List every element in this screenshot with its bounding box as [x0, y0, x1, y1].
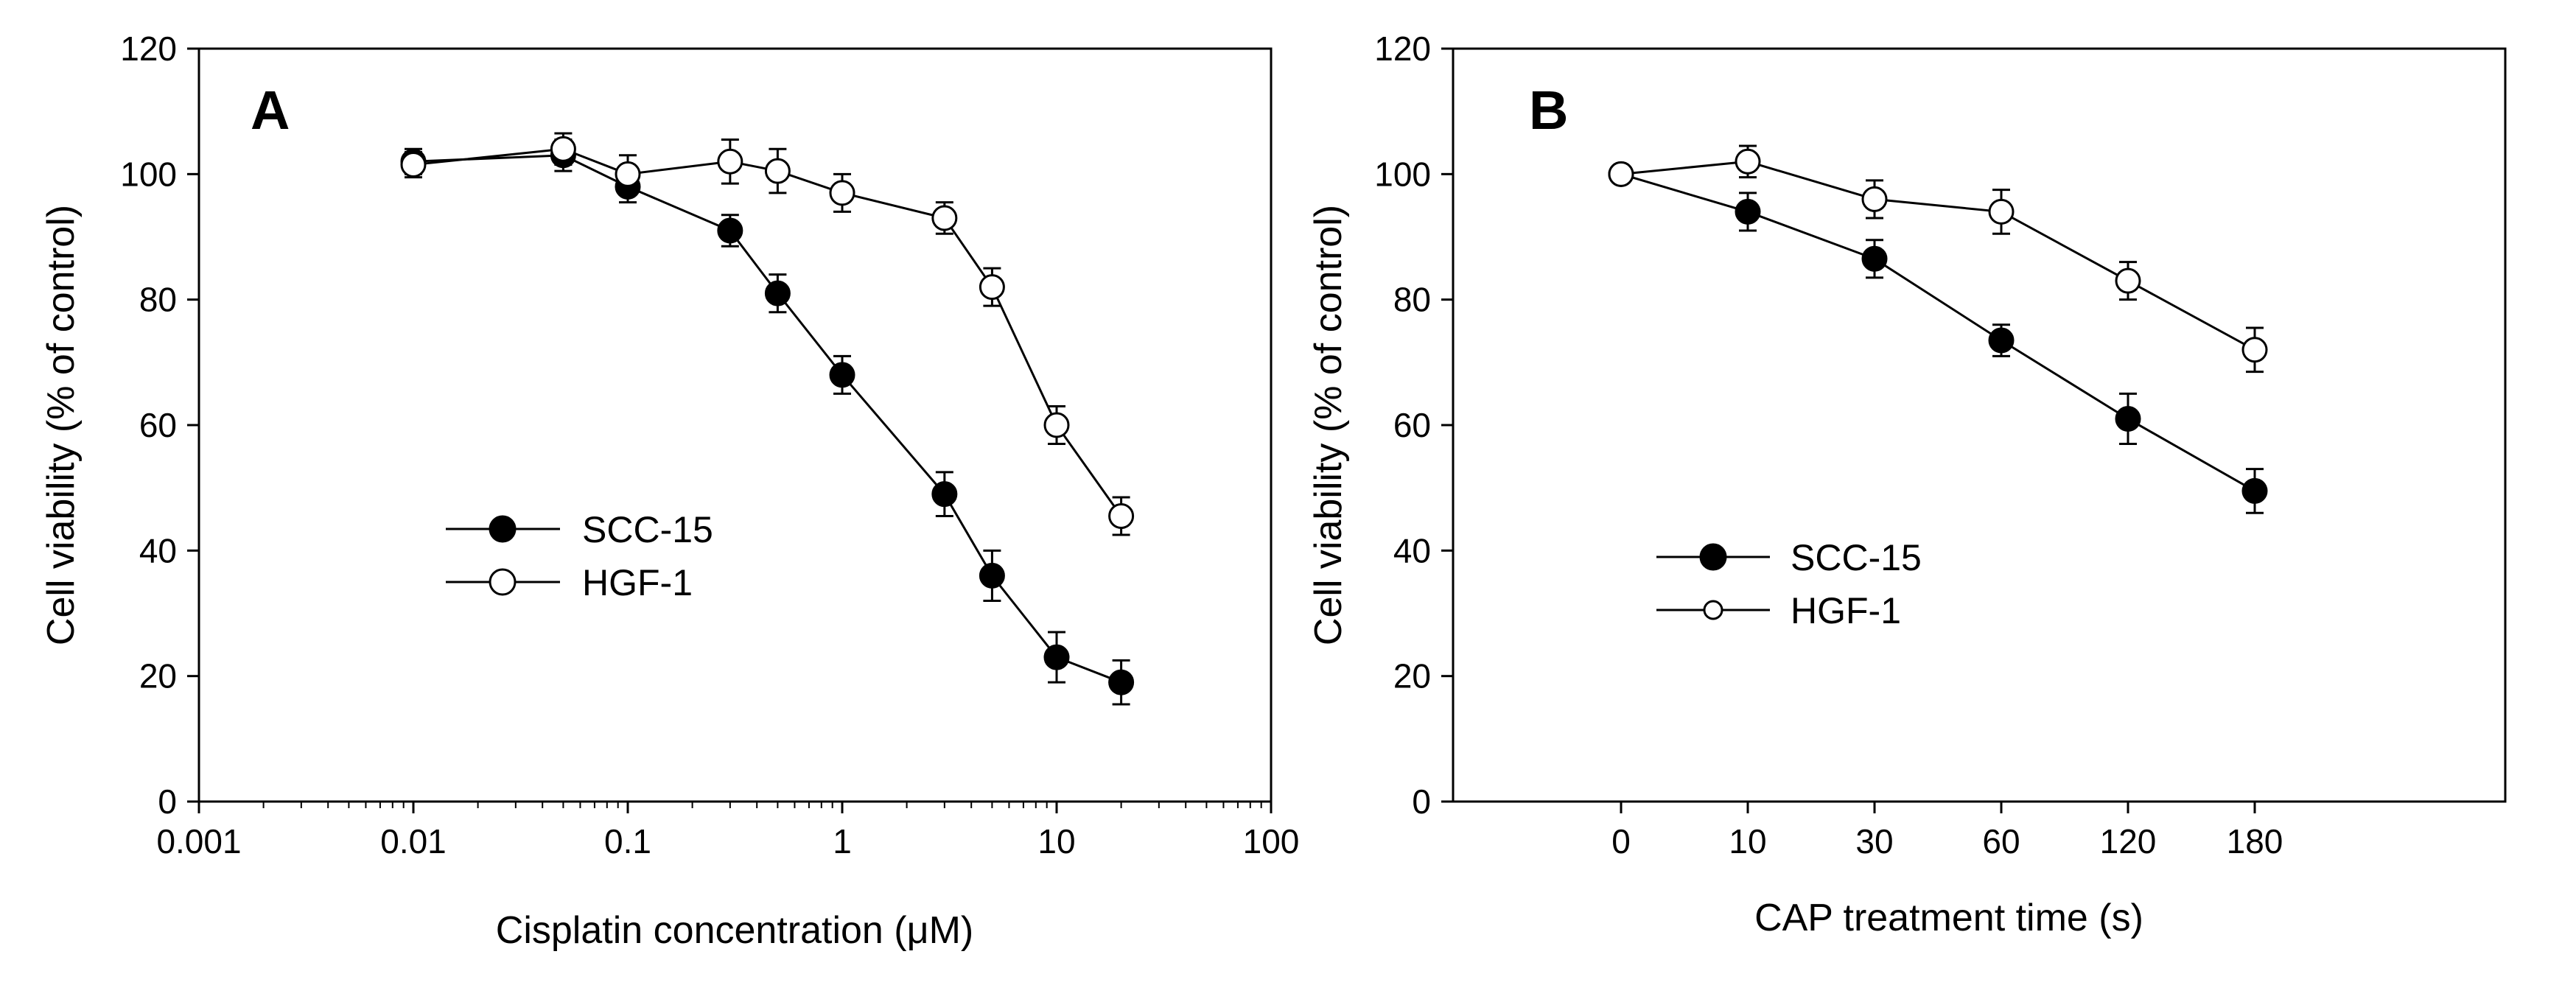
panel-a-y-tick-label: 60	[139, 406, 177, 444]
panel-a-point-scc15	[829, 362, 855, 388]
panel-a-legend-label-hgf1: HGF-1	[582, 562, 693, 603]
panel-b-x-tick-label: 120	[2100, 822, 2157, 860]
panel-a-y-tick-label: 40	[139, 531, 177, 569]
panel-b-x-tick-label: 10	[1729, 822, 1766, 860]
panel-a-label: A	[251, 80, 290, 141]
panel-b-x-tick-label: 60	[1982, 822, 2020, 860]
panel-b-point-scc15	[2241, 477, 2268, 504]
panel-b-legend-marker-scc15	[1699, 543, 1727, 571]
panel-a-x-axis-title: Cisplatin concentration (μM)	[496, 909, 973, 952]
panel-a-point-hgf1	[1043, 412, 1070, 438]
panel-b-legend-label-scc15: SCC-15	[1791, 537, 1922, 578]
panel-a-legend: SCC-15 HGF-1	[446, 509, 713, 603]
panel-a-point-hgf1	[1108, 502, 1135, 529]
panel-a-point-hgf1	[829, 180, 855, 206]
panel-b-point-hgf1	[2241, 337, 2268, 363]
panel-a-x-tick-label: 0.01	[380, 822, 447, 860]
panel-b-y-axis-title: Cell viability (% of control)	[1307, 205, 1350, 645]
panel-a-x-tick-label: 0.1	[604, 822, 651, 860]
panel-b-chart: B Cell viability (% of control) CAP trea…	[1307, 29, 2507, 939]
panel-a-y-tick-label: 120	[120, 29, 177, 68]
panel-b-series-line-hgf1	[1620, 160, 2255, 351]
panel-b-x-tick-label: 0	[1611, 822, 1631, 860]
panel-a-point-hgf1	[400, 152, 427, 178]
panel-b-point-scc15	[1988, 327, 2015, 354]
panel-b-y-tick-label: 100	[1374, 155, 1431, 193]
panel-b-y-tick-label: 40	[1393, 531, 1431, 569]
panel-b-point-hgf1	[1988, 198, 2015, 225]
panel-b-series-line-scc15	[1620, 172, 2255, 492]
panel-b-x-axis-title: CAP treatment time (s)	[1754, 897, 2143, 939]
panel-b-point-scc15	[2115, 405, 2141, 432]
panel-a-chart: A Cell viability (% of control) Cisplati…	[40, 29, 1299, 952]
panel-b-y-tick-label: 120	[1374, 29, 1431, 68]
panel-a-series-line-scc15	[413, 154, 1122, 684]
panel-a-point-scc15	[931, 481, 958, 508]
panel-a-point-scc15	[764, 280, 791, 306]
panel-a-point-hgf1	[717, 148, 743, 175]
panel-b-legend-marker-hgf1	[1703, 600, 1723, 620]
panel-b-point-hgf1	[1735, 148, 1761, 175]
panel-b-y-tick-label: 80	[1393, 281, 1431, 319]
panel-a-x-tick-label: 10	[1037, 822, 1075, 860]
panel-a-point-scc15	[979, 562, 1005, 589]
panel-a-legend-marker-scc15	[489, 515, 517, 543]
panel-b-label: B	[1529, 80, 1568, 141]
panel-a-point-hgf1	[615, 161, 641, 187]
panel-a-x-tick-label: 1	[833, 822, 852, 860]
panel-a-y-axis-title: Cell viability (% of control)	[40, 205, 83, 645]
panel-b-x-tick-label: 30	[1855, 822, 1893, 860]
panel-a-y-tick-label: 80	[139, 281, 177, 319]
panel-b-y-tick-label: 20	[1393, 657, 1431, 695]
panel-b-point-scc15	[1735, 198, 1761, 225]
panel-a-point-hgf1	[764, 158, 791, 184]
panel-a-point-hgf1	[550, 136, 576, 162]
panel-b-point-scc15	[1861, 245, 1888, 272]
panel-a-legend-marker-hgf1	[489, 568, 517, 596]
panel-b-y-tick-label: 0	[1412, 782, 1431, 821]
panel-a-x-tick-label: 0.001	[156, 822, 241, 860]
panel-b-legend: SCC-15 HGF-1	[1656, 537, 1922, 631]
panel-a-point-scc15	[717, 217, 743, 244]
panel-b-plot-frame	[1452, 47, 2507, 803]
panel-a-y-tick-label: 0	[158, 782, 177, 821]
panel-a-series-line-hgf1	[413, 147, 1122, 517]
panel-a-point-hgf1	[979, 274, 1005, 301]
panel-b-legend-label-hgf1: HGF-1	[1791, 590, 1901, 631]
panel-b-x-tick-label: 180	[2227, 822, 2283, 860]
panel-b-y-tick-label: 60	[1393, 406, 1431, 444]
panel-b-point-hgf1	[1608, 161, 1634, 187]
panel-a-point-hgf1	[931, 205, 958, 231]
panel-a-x-tick-label: 100	[1243, 822, 1300, 860]
panel-b-point-hgf1	[2115, 267, 2141, 294]
panel-b-point-hgf1	[1861, 186, 1888, 212]
panel-a-y-tick-label: 20	[139, 657, 177, 695]
panel-a-legend-label-scc15: SCC-15	[582, 509, 713, 550]
panel-a-y-tick-label: 100	[120, 155, 177, 193]
panel-a-point-scc15	[1108, 669, 1135, 695]
panel-a-point-scc15	[1043, 644, 1070, 670]
